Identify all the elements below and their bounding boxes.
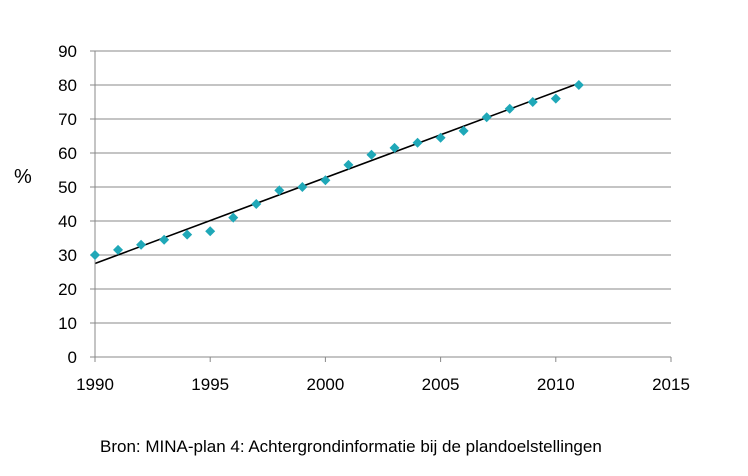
y-tick-label-30: 30: [58, 246, 77, 265]
data-point-2000: [320, 175, 331, 186]
y-tick-label-60: 60: [58, 144, 77, 163]
data-point-2008: [504, 103, 515, 114]
trendline: [94, 82, 580, 265]
data-point-1996: [228, 212, 239, 223]
x-tick-label-1990: 1990: [76, 375, 114, 394]
data-point-2004: [412, 137, 423, 148]
y-tick-label-0: 0: [68, 348, 77, 367]
data-point-1991: [113, 244, 124, 255]
data-point-2003: [389, 142, 400, 153]
data-point-2007: [481, 112, 492, 123]
data-point-2001: [343, 159, 354, 170]
data-point-1994: [182, 229, 193, 240]
points-layer: [90, 80, 584, 260]
y-tick-label-80: 80: [58, 76, 77, 95]
data-point-1990: [90, 250, 100, 260]
x-tick-label-2015: 2015: [652, 375, 690, 394]
y-tick-label-70: 70: [58, 110, 77, 129]
x-tick-label-1995: 1995: [191, 375, 229, 394]
y-tick-label-20: 20: [58, 280, 77, 299]
x-tick-label-2000: 2000: [306, 375, 344, 394]
axes: [90, 50, 672, 362]
x-tick-labels: 1990 1995 2000 2005 2010 2015: [76, 375, 690, 394]
data-point-2009: [527, 97, 538, 107]
data-point-1993: [159, 234, 170, 245]
data-point-2011: [573, 80, 584, 90]
source-caption: Bron: MINA-plan 4: Achtergrondinformatie…: [100, 437, 602, 456]
data-point-1995: [205, 226, 216, 237]
x-tick-label-2010: 2010: [537, 375, 575, 394]
data-point-2006: [458, 125, 469, 136]
y-axis-title: %: [14, 166, 32, 188]
y-tick-label-10: 10: [58, 314, 77, 333]
data-point-2010: [550, 93, 561, 104]
data-point-1997: [251, 199, 262, 209]
data-point-1999: [297, 182, 308, 192]
y-tick-label-40: 40: [58, 212, 77, 231]
x-tick-label-2005: 2005: [422, 375, 460, 394]
trend-layer: [94, 82, 580, 265]
data-point-2005: [435, 132, 446, 143]
data-point-1998: [274, 185, 285, 196]
y-tick-labels: 0 10 20 30 40 50 60 70 80 90: [58, 42, 77, 367]
y-tick-label-90: 90: [58, 42, 77, 61]
data-point-2002: [366, 149, 377, 160]
gridlines: [95, 50, 671, 324]
data-point-1992: [136, 239, 147, 250]
y-tick-label-50: 50: [58, 178, 77, 197]
